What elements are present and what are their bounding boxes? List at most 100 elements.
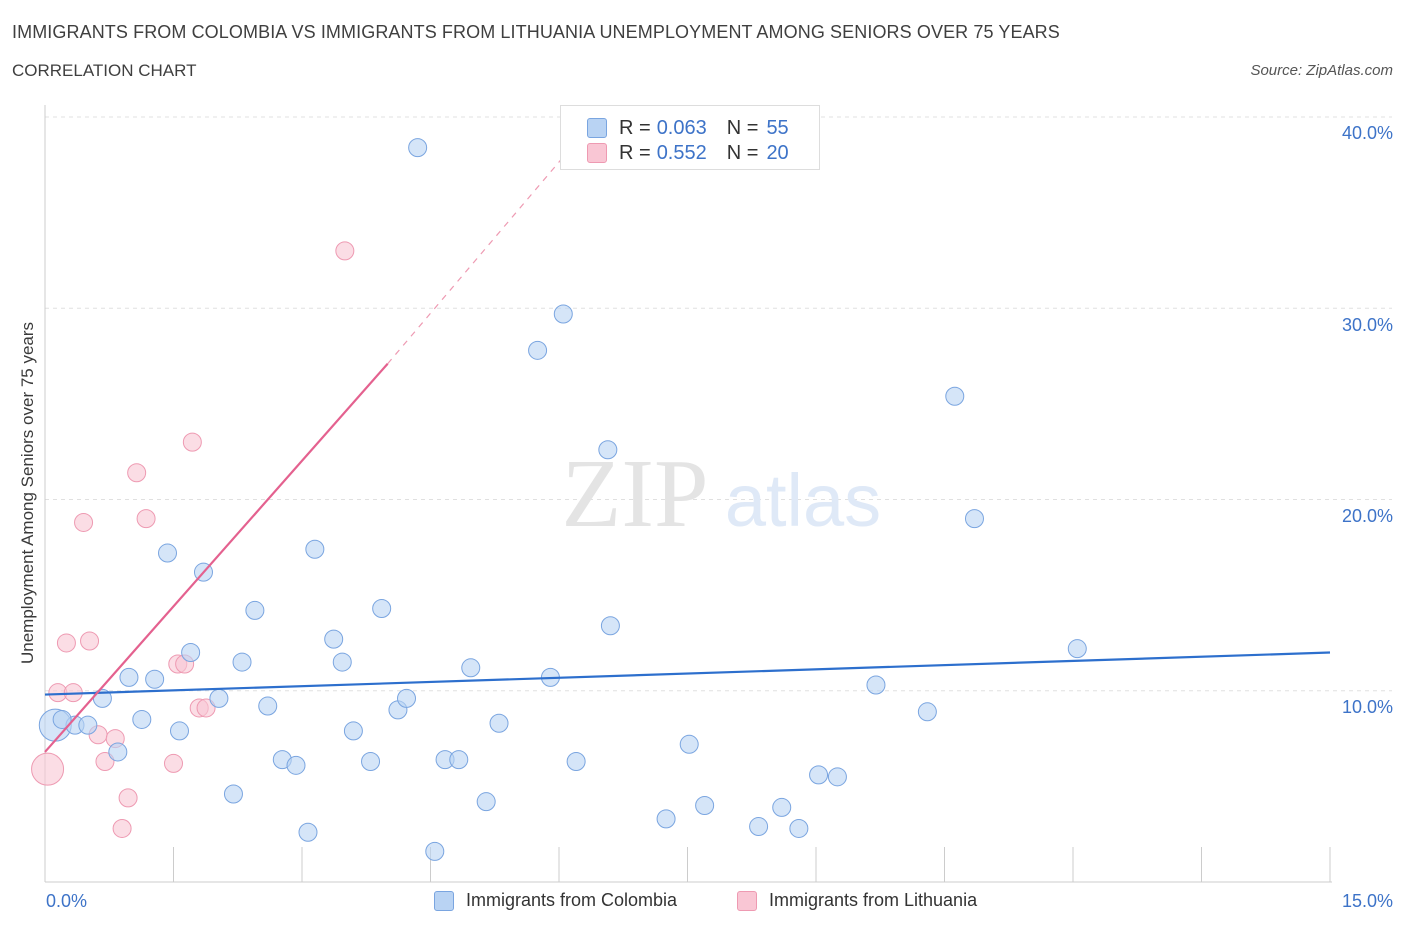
lithuania-point [74,512,94,532]
r-value: 0.552 [656,141,707,164]
correlation-legend: R = 0.063 N = 55 R = 0.552 N = 20 [560,105,820,170]
colombia-point [809,765,829,785]
trend-lines [44,141,1331,753]
colombia-point [232,652,252,672]
n-label: N = [726,141,759,164]
colombia-point [866,675,886,695]
lithuania-point [164,753,183,773]
x-tick-label-min: 0.0% [46,891,88,911]
series-lithuania-points [31,241,355,838]
n-label: N = [726,116,759,139]
colombia-point [789,818,809,838]
colombia-point [181,643,201,662]
colombia-point [598,440,618,460]
colombia-point [600,616,620,636]
colombia-point [78,715,98,735]
colombia-point [258,696,278,716]
colombia-point [286,755,306,775]
colombia-point [461,658,481,678]
colombia-point [305,539,325,559]
colombia-point [528,340,548,360]
y-tick-label-20: 20.0% [1341,506,1393,526]
colombia-point [772,797,792,817]
colombia-point [397,688,417,708]
lithuania-trend-line [44,362,389,753]
colombia-point [917,702,937,722]
lithuania-swatch [587,143,607,163]
colombia-point [145,669,165,689]
colombia-point [132,709,152,729]
colombia-point [1067,639,1087,659]
colombia-point [372,599,392,619]
legend-row-colombia: R = 0.063 N = 55 [587,116,789,140]
colombia-point [169,721,189,741]
lithuania-swatch [737,890,757,911]
chart-subtitle: CORRELATION CHART [12,61,197,80]
legend-item-colombia[interactable]: Immigrants from Colombia [434,890,677,911]
colombia-point [52,709,72,729]
watermark-atlas: atlas [725,459,881,542]
colombia-swatch [587,118,607,138]
y-tick-label-10: 10.0% [1341,697,1393,717]
colombia-point [324,629,344,649]
lithuania-point [335,241,355,261]
colombia-point [119,667,139,687]
colombia-point [964,509,984,529]
lithuania-point [118,788,138,808]
x-tick-label-max: 15.0% [1341,891,1393,911]
lithuania-point [80,631,100,651]
legend-label-lithuania: Immigrants from Lithuania [769,890,978,910]
lithuania-point [127,463,147,483]
colombia-trend-line [44,651,1331,696]
n-value: 55 [766,116,789,139]
colombia-point [158,543,178,563]
axes [44,105,1332,883]
colombia-point [245,600,265,620]
colombia-swatch [434,890,454,911]
colombia-point [449,750,469,770]
colombia-point [656,809,676,829]
colombia-point [298,822,318,842]
lithuania-point [31,752,65,786]
colombia-point [425,841,445,861]
lithuania-point [112,818,132,838]
lithuania-point [136,509,156,529]
lithuania-trend-extension [387,141,577,365]
n-value: 20 [766,141,789,164]
r-value: 0.063 [656,116,707,139]
legend-row-lithuania: R = 0.552 N = 20 [587,141,789,165]
r-label: R = [619,116,651,139]
colombia-point [108,742,128,762]
legend-item-lithuania[interactable]: Immigrants from Lithuania [737,890,977,911]
y-tick-label-30: 30.0% [1341,315,1393,335]
lithuania-point [95,752,115,772]
colombia-point [566,752,586,772]
colombia-point [209,688,229,708]
colombia-point [408,138,428,158]
colombia-point [223,784,243,804]
legend-label-colombia: Immigrants from Colombia [466,890,678,910]
colombia-point [476,792,496,812]
source-credit: Source: ZipAtlas.com [1250,62,1393,79]
colombia-point [489,713,509,733]
y-axis-label: Unemployment Among Seniors over 75 years [18,321,37,665]
chart-title: IMMIGRANTS FROM COLOMBIA VS IMMIGRANTS F… [12,22,1060,42]
watermark: ZIP atlas [562,440,882,548]
colombia-point [679,734,699,754]
lithuania-point [56,633,76,653]
colombia-point [343,721,363,741]
colombia-point [553,304,573,324]
grid-lines [45,116,1392,692]
series-colombia-points [38,138,1087,861]
colombia-point [749,817,769,837]
y-tick-label-40: 40.0% [1341,123,1393,143]
colombia-point [332,652,352,672]
colombia-point [945,386,965,406]
colombia-point [361,752,381,772]
colombia-point [827,767,847,787]
lithuania-point [196,698,216,718]
r-label: R = [619,141,651,164]
colombia-point [695,796,715,815]
lithuania-point [182,432,202,452]
